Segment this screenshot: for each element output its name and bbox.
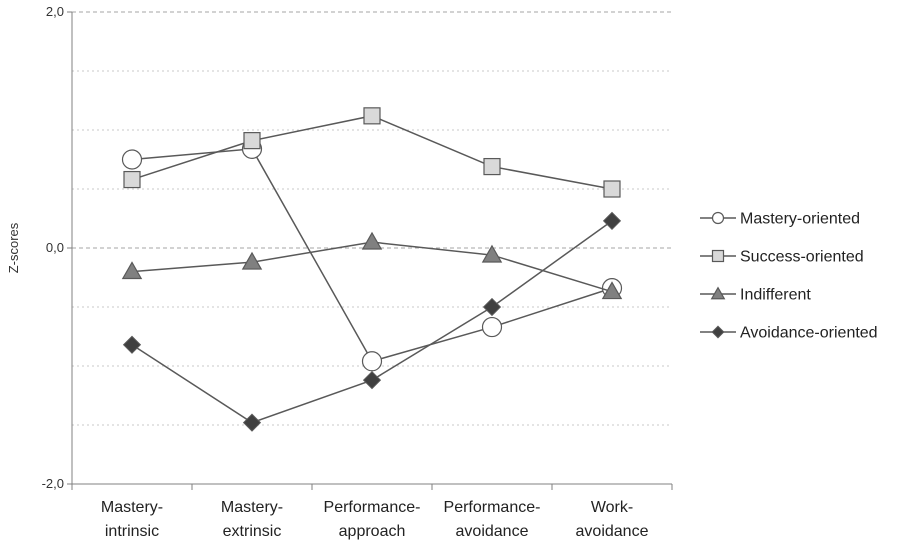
legend-marker-square [711, 249, 725, 263]
y-tick-label: -2,0 [42, 476, 64, 491]
legend-label: Success-oriented [740, 249, 864, 266]
data-point-diamond [242, 413, 262, 432]
x-tick-label: Work-avoidance [576, 499, 649, 540]
data-point-circle [121, 149, 143, 170]
series-line [131, 148, 613, 363]
legend-marker-circle [711, 211, 725, 225]
data-point-triangle [361, 231, 383, 250]
legend-label: Indifferent [740, 287, 811, 304]
y-tick-label: 2,0 [46, 4, 64, 19]
data-point-square [483, 157, 501, 176]
data-point-square [363, 107, 381, 125]
data-point-square [603, 180, 621, 198]
legend-label: Avoidance-oriented [740, 325, 878, 342]
data-point-diamond [482, 297, 502, 317]
axes: -2,0 0,0 2,0 Mastery-intrinsic Mastery-extri… [42, 4, 673, 540]
data-point-triangle [601, 281, 623, 300]
series-diamond [122, 211, 622, 432]
data-point-triangle [241, 251, 263, 270]
series-line [131, 220, 613, 424]
data-point-square [123, 170, 141, 189]
data-point-triangle [121, 261, 143, 280]
series-triangle [121, 231, 623, 300]
x-tick-label: Mastery-extrinsic [221, 499, 283, 540]
data-point-diamond [362, 371, 382, 390]
series-square [123, 107, 621, 198]
data-point-square [243, 132, 261, 150]
x-tick-label: Performance-approach [324, 499, 421, 540]
data-point-circle [361, 351, 383, 372]
legend-label: Mastery-oriented [740, 211, 860, 228]
legend-marker-triangle [710, 286, 726, 300]
series-circle [121, 138, 623, 372]
series-group [121, 107, 623, 432]
data-point-triangle [481, 244, 503, 263]
data-point-diamond [122, 335, 142, 354]
legend-item: Indifferent [700, 286, 811, 304]
data-point-circle [481, 316, 503, 338]
legend: Mastery-oriented Success-oriented Indiffer… [700, 211, 878, 342]
grid-lines [72, 11, 672, 426]
x-tick-label: Mastery-intrinsic [101, 499, 163, 540]
legend-item: Avoidance-oriented [700, 325, 878, 342]
legend-marker-diamond [711, 325, 725, 339]
data-point-diamond [602, 211, 622, 230]
legend-item: Mastery-oriented [700, 211, 860, 228]
y-axis-title: Z-scores [6, 222, 21, 273]
y-tick-label: 0,0 [46, 240, 64, 255]
x-tick-label: Performance-avoidance [444, 499, 541, 540]
legend-item: Success-oriented [700, 249, 864, 266]
